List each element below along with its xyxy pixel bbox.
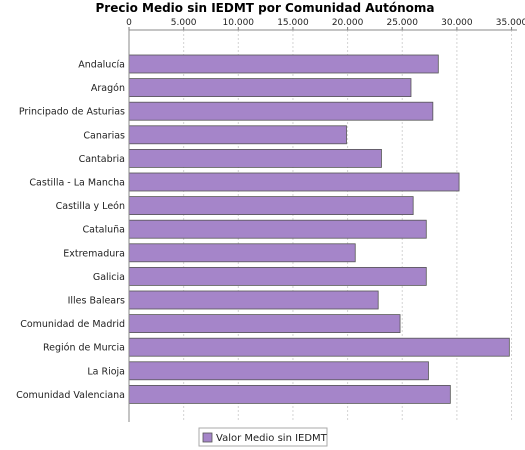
category-label: Principado de Asturias bbox=[19, 107, 125, 118]
bar bbox=[128, 148, 382, 168]
bar bbox=[128, 219, 427, 239]
category-label: Castilla - La Mancha bbox=[29, 178, 125, 189]
bar bbox=[128, 196, 414, 216]
category-label: Galicia bbox=[93, 272, 125, 283]
category-label: Región de Murcia bbox=[43, 343, 125, 354]
x-tick-label: 35.000 bbox=[496, 18, 525, 28]
legend-box bbox=[198, 427, 328, 447]
bar bbox=[128, 101, 434, 121]
bars bbox=[128, 54, 510, 404]
axes bbox=[128, 29, 517, 422]
x-tick-label: 0 bbox=[126, 18, 132, 28]
category-label: Comunidad Valenciana bbox=[16, 390, 125, 401]
category-label: Cataluña bbox=[82, 225, 125, 236]
category-label: Castilla y León bbox=[56, 201, 125, 212]
legend-label: Valor Medio sin IEDMT bbox=[216, 433, 328, 444]
category-label: Aragón bbox=[91, 83, 125, 94]
chart-title: Precio Medio sin IEDMT por Comunidad Aut… bbox=[96, 1, 435, 15]
bar bbox=[128, 54, 439, 74]
bar bbox=[128, 314, 401, 334]
category-label: Comunidad de Madrid bbox=[20, 319, 125, 330]
bar bbox=[128, 290, 379, 310]
category-label: Cantabria bbox=[79, 154, 125, 165]
bar bbox=[128, 361, 429, 381]
x-tick-label: 20.000 bbox=[332, 18, 364, 28]
bar bbox=[128, 172, 460, 192]
category-label: Extremadura bbox=[63, 248, 125, 259]
bar bbox=[128, 337, 510, 357]
legend-swatch bbox=[202, 432, 213, 443]
x-axis-ticks: 0 5.000 10.000 15.000 20.000 25.000 30.000 35.0… bbox=[126, 18, 525, 30]
category-label: Illes Balears bbox=[68, 296, 125, 307]
category-label: Andalucía bbox=[78, 60, 125, 71]
legend: Valor Medio sin IEDMT bbox=[198, 427, 328, 447]
bar bbox=[128, 125, 347, 145]
x-tick-label: 10.000 bbox=[223, 18, 255, 28]
bar bbox=[128, 384, 451, 404]
category-labels: Andalucía Aragón Principado de Asturias Can… bbox=[16, 60, 125, 401]
x-tick-label: 30.000 bbox=[441, 18, 473, 28]
bar bbox=[128, 266, 427, 286]
category-label: La Rioja bbox=[87, 366, 125, 377]
category-label: Canarias bbox=[83, 130, 125, 141]
bar bbox=[128, 243, 356, 263]
x-tick-label: 15.000 bbox=[277, 18, 309, 28]
bar bbox=[128, 78, 412, 97]
x-tick-label: 5.000 bbox=[171, 18, 197, 28]
x-tick-label: 25.000 bbox=[386, 18, 418, 28]
